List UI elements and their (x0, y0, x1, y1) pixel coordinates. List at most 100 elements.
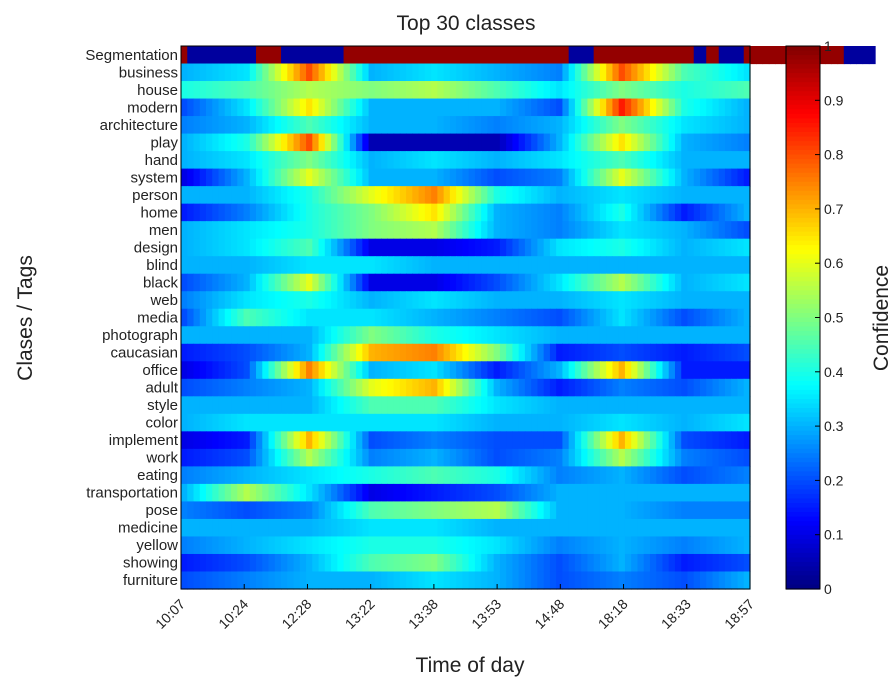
heat-cell (499, 186, 507, 205)
heat-cell (737, 396, 745, 415)
colorbar-segment (786, 412, 820, 418)
heat-cell (343, 536, 351, 555)
heat-cell (556, 343, 564, 362)
heat-cell (324, 361, 332, 380)
heat-cell (524, 133, 532, 152)
heat-cell (718, 396, 726, 415)
heat-cell (524, 536, 532, 555)
heat-cell (337, 116, 345, 135)
heat-cell (681, 483, 689, 503)
heat-cell (643, 98, 651, 117)
heat-cell (618, 98, 626, 117)
heat-cell (612, 81, 620, 100)
heat-cell (487, 431, 495, 450)
heat-cell (262, 553, 270, 573)
heat-cell (387, 46, 395, 65)
heat-cell (493, 256, 501, 275)
heat-cell (349, 483, 357, 503)
heat-cell (374, 448, 382, 467)
heat-cell (324, 553, 332, 573)
heat-cell (337, 501, 345, 520)
heat-cell (443, 536, 451, 555)
heat-cell (687, 238, 695, 257)
heat-cell (231, 151, 238, 170)
heat-cell (199, 448, 207, 467)
heat-cell (699, 343, 707, 362)
heat-cell (506, 518, 513, 538)
heat-cell (631, 501, 639, 520)
heat-cell (231, 98, 238, 117)
heat-cell (731, 308, 739, 327)
heat-cell (681, 378, 689, 397)
heat-cell (743, 186, 751, 205)
heat-cell (431, 273, 438, 292)
heat-cell (374, 63, 382, 82)
heat-cell (212, 483, 220, 503)
heat-cell (343, 361, 351, 380)
heat-cell (624, 221, 632, 240)
heat-cell (331, 98, 338, 117)
heat-cell (593, 378, 601, 397)
heat-cell (618, 483, 626, 503)
heat-cell (412, 448, 420, 467)
heat-cell (687, 221, 695, 240)
heat-cell (424, 186, 432, 205)
heat-cell (606, 343, 614, 362)
heat-cell (481, 361, 488, 380)
heat-cell (312, 518, 320, 538)
heat-cell (724, 273, 732, 292)
heat-cell (543, 536, 551, 555)
heat-cell (243, 98, 251, 117)
heat-cell (237, 536, 245, 555)
heat-cell (193, 168, 201, 187)
heat-cell (743, 361, 751, 380)
heat-cell (574, 448, 582, 467)
heat-cell (506, 291, 513, 310)
heat-cell (256, 326, 263, 345)
heat-cell (593, 361, 601, 380)
heat-cell (449, 46, 457, 65)
heat-cell (512, 133, 520, 152)
heat-cell (674, 343, 682, 362)
heat-cell (587, 553, 595, 573)
heat-cell (406, 256, 413, 275)
heat-cell (324, 326, 332, 345)
heat-cell (256, 413, 263, 432)
heat-cell (306, 133, 313, 152)
heat-cell (443, 168, 451, 187)
heat-cell (631, 378, 639, 397)
heat-cell (368, 326, 376, 345)
heat-cell (487, 133, 495, 152)
heat-cell (418, 501, 426, 520)
heat-cell (224, 308, 232, 327)
colorbar-segment (786, 204, 820, 210)
heat-cell (656, 133, 664, 152)
heat-cell (274, 256, 282, 275)
heat-cell (349, 396, 357, 415)
heat-cell (524, 238, 532, 257)
heat-cell (712, 186, 720, 205)
heat-cell (668, 536, 676, 555)
heat-cell (418, 81, 426, 100)
colorbar-segment (786, 231, 820, 237)
heat-cell (737, 431, 745, 450)
heat-cell (718, 168, 726, 187)
heat-cell (393, 396, 401, 415)
heat-cell (337, 256, 345, 275)
heat-cell (206, 98, 213, 117)
heat-cell (587, 536, 595, 555)
heat-cell (381, 238, 388, 257)
heat-cell (356, 203, 363, 222)
heat-cell (181, 168, 188, 187)
heat-cell (381, 291, 388, 310)
heat-cell (718, 186, 726, 205)
heat-cell (518, 133, 526, 152)
heat-cell (549, 466, 557, 485)
heat-cell (399, 291, 407, 310)
heat-cell (556, 448, 564, 467)
row-label: medicine (118, 520, 178, 537)
heat-cell (499, 431, 507, 450)
heat-cell (462, 221, 470, 240)
heat-cell (493, 116, 501, 135)
